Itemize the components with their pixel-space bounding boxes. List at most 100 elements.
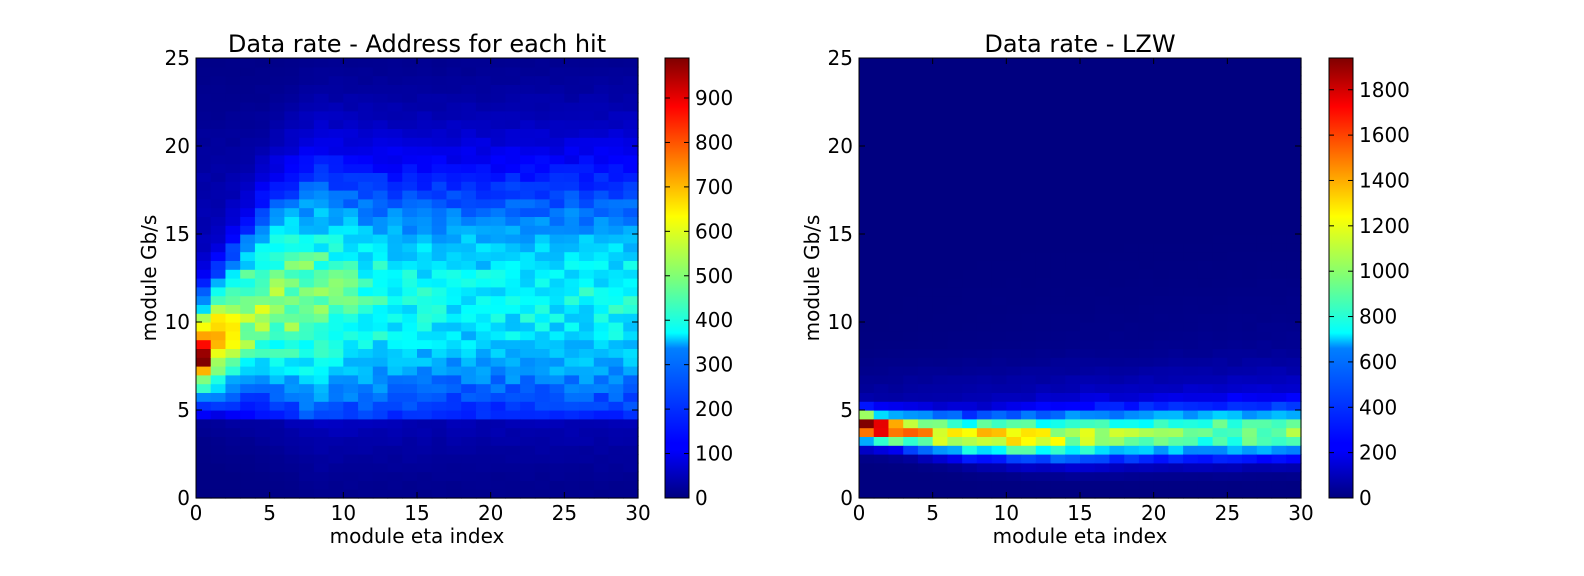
heatmap-cell [284, 339, 300, 349]
heatmap-cell [549, 278, 565, 288]
heatmap-cell [520, 304, 536, 314]
heatmap-cell [1065, 330, 1081, 341]
heatmap-cell [1094, 119, 1111, 129]
heatmap-cell [254, 454, 271, 464]
heatmap-cell [343, 84, 359, 94]
heatmap-cell [475, 216, 492, 226]
heatmap-cell [1035, 278, 1052, 288]
heatmap-cell [520, 392, 536, 402]
heatmap-cell [549, 242, 565, 253]
heatmap-cell [1256, 304, 1273, 314]
heatmap-cell [1050, 462, 1066, 473]
heatmap-cell [490, 137, 506, 147]
heatmap-cell [1124, 172, 1140, 182]
heatmap-cell [1256, 93, 1273, 103]
heatmap-cell [431, 295, 448, 305]
heatmap-cell [917, 410, 934, 420]
heatmap-cell [475, 172, 492, 182]
heatmap-cell [358, 392, 374, 402]
heatmap-cell [1109, 418, 1125, 429]
heatmap-cell [461, 260, 477, 270]
heatmap-cell [1242, 119, 1258, 129]
heatmap-cell [1006, 401, 1022, 411]
heatmap-cell [903, 66, 919, 77]
heatmap-cell [623, 110, 639, 121]
heatmap-cell [1286, 269, 1302, 279]
heatmap-cell [1197, 339, 1214, 349]
heatmap-cell [888, 84, 904, 94]
heatmap-cell [446, 348, 462, 358]
heatmap-cell [1109, 383, 1125, 393]
heatmap-cell [608, 172, 624, 182]
heatmap-cell [1006, 172, 1022, 182]
heatmap-cell [1168, 251, 1184, 261]
heatmap-cell [372, 445, 389, 455]
heatmap-cell [475, 348, 492, 358]
heatmap-cell [593, 260, 610, 270]
heatmap-cell [564, 348, 580, 358]
heatmap-cell [947, 260, 963, 270]
heatmap-cell [417, 146, 433, 156]
heatmap-cell [873, 234, 890, 244]
colorbar-tick-label: 1400 [1359, 168, 1410, 192]
heatmap-cell [1050, 392, 1066, 402]
heatmap-cell [358, 418, 374, 429]
heatmap-cell [299, 181, 315, 191]
heatmap-cell [372, 462, 389, 473]
heatmap-cell [1183, 462, 1199, 473]
heatmap-cell [1212, 234, 1228, 244]
heatmap-cell [947, 418, 963, 429]
heatmap-cell [932, 392, 948, 402]
heatmap-cell [1021, 137, 1037, 147]
heatmap-cell [1153, 392, 1169, 402]
heatmap-cell [1065, 190, 1081, 200]
heatmap-cell [446, 181, 462, 191]
heatmap-cell [1286, 304, 1302, 314]
heatmap-cell [1080, 339, 1096, 349]
heatmap-cell [1256, 137, 1273, 147]
heatmap-cell [461, 93, 477, 103]
heatmap-cell [1094, 242, 1111, 253]
heatmap-cell [210, 102, 227, 112]
heatmap-cell [903, 366, 919, 376]
heatmap-cell [549, 260, 565, 270]
heatmap-cell [579, 383, 595, 393]
heatmap-cell [976, 128, 993, 138]
heatmap-cell [343, 471, 359, 481]
heatmap-cell [888, 207, 904, 217]
heatmap-cell [1035, 374, 1052, 385]
heatmap-cell [1256, 348, 1273, 358]
heatmap-cell [461, 278, 477, 288]
heatmap-cell [1109, 401, 1125, 411]
heatmap-cell [1021, 427, 1037, 437]
heatmap-cell [1021, 154, 1037, 165]
heatmap-cell [1227, 242, 1243, 253]
heatmap-cell [976, 269, 993, 279]
heatmap-cell [534, 198, 551, 209]
heatmap-cell [490, 128, 506, 138]
heatmap-cell [520, 313, 536, 323]
heatmap-cell [564, 225, 580, 235]
heatmap-cell [859, 418, 875, 429]
heatmap-cell [1021, 207, 1037, 217]
heatmap-cell [284, 401, 300, 411]
heatmap-cell [196, 410, 212, 420]
heatmap-cell [932, 154, 948, 165]
heatmap-cell [579, 418, 595, 429]
heatmap-cell [358, 436, 374, 446]
heatmap-cell [888, 110, 904, 121]
heatmap-cell [269, 348, 285, 358]
heatmap-cell [1242, 146, 1258, 156]
heatmap-cell [873, 392, 890, 402]
heatmap-cell [505, 304, 521, 314]
heatmap-cell [402, 401, 418, 411]
heatmap-cell [402, 225, 418, 235]
heatmap-cell [564, 357, 580, 367]
x-tick-label: 0 [853, 501, 866, 525]
heatmap-cell [873, 374, 890, 385]
heatmap-cell [1271, 128, 1287, 138]
heatmap-cell [254, 418, 271, 429]
heatmap-cell [254, 366, 271, 376]
heatmap-cell [1286, 357, 1302, 367]
heatmap-cell [475, 242, 492, 253]
